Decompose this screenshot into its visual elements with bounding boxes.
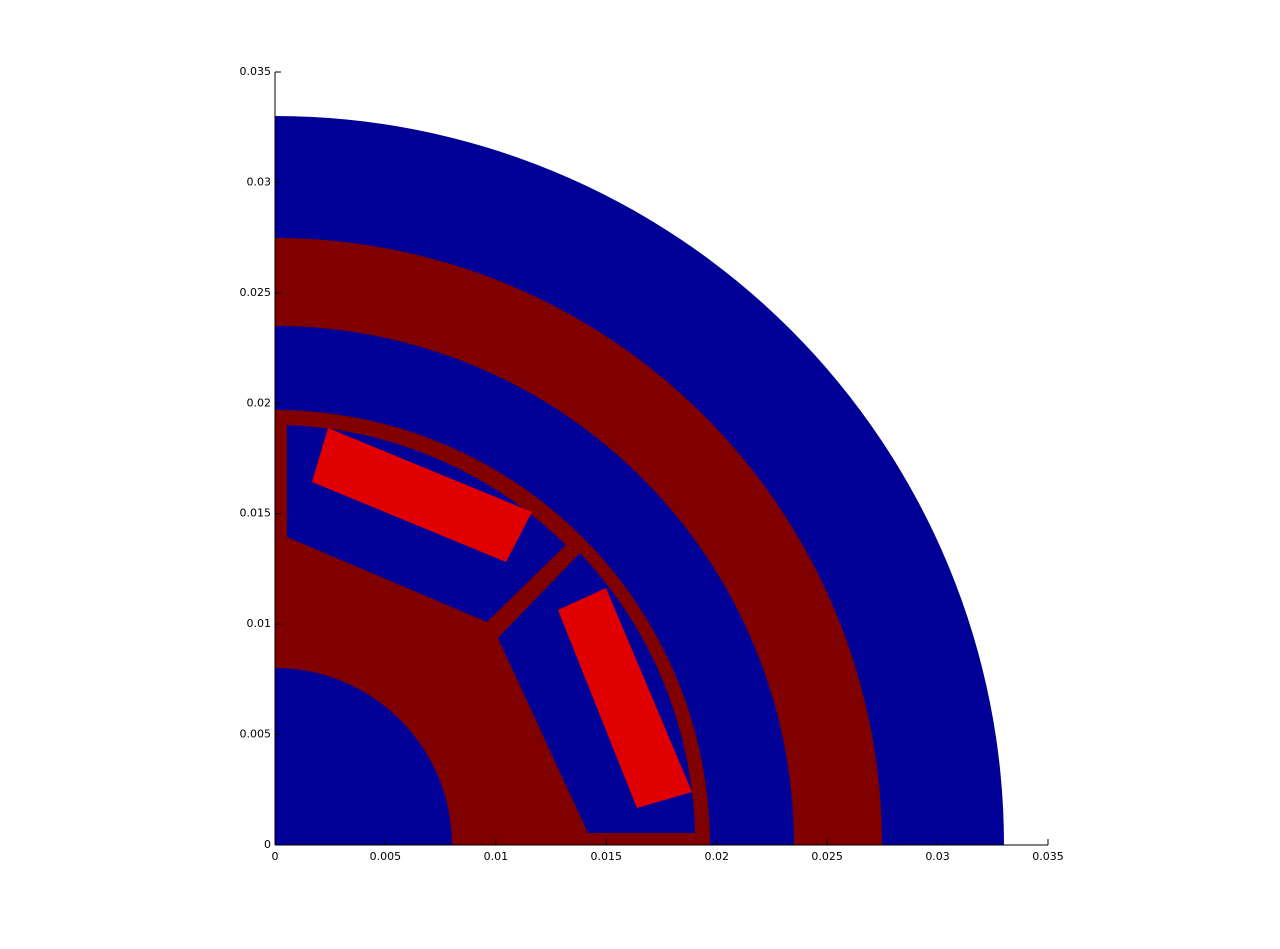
x-tick-label: 0.02 bbox=[704, 850, 729, 863]
x-tick-label: 0.01 bbox=[484, 850, 509, 863]
ticks: 0 0.005 0.01 0.015 0.02 0.025 0.03 0.035 0 0.005 0… bbox=[240, 65, 1064, 863]
x-tick-label: 0.03 bbox=[925, 850, 950, 863]
x-tick-label: 0.015 bbox=[591, 850, 623, 863]
y-tick-label: 0.02 bbox=[247, 396, 272, 409]
shaft bbox=[275, 668, 452, 845]
y-tick-label: 0.015 bbox=[240, 507, 272, 520]
x-tick-label: 0.025 bbox=[811, 850, 843, 863]
x-tick-label: 0 bbox=[272, 850, 279, 863]
y-tick-label: 0.03 bbox=[247, 175, 272, 188]
y-tick-label: 0.01 bbox=[247, 617, 272, 630]
magnet bbox=[558, 588, 692, 808]
y-tick-label: 0.005 bbox=[240, 728, 272, 741]
y-tick-label: 0.025 bbox=[240, 286, 272, 299]
y-tick-label: 0.035 bbox=[240, 65, 272, 78]
magnet bbox=[312, 428, 532, 562]
x-tick-label: 0.035 bbox=[1032, 850, 1064, 863]
y-tick-label: 0 bbox=[264, 838, 271, 851]
cross-section bbox=[275, 116, 1004, 845]
x-tick-label: 0.005 bbox=[370, 850, 402, 863]
